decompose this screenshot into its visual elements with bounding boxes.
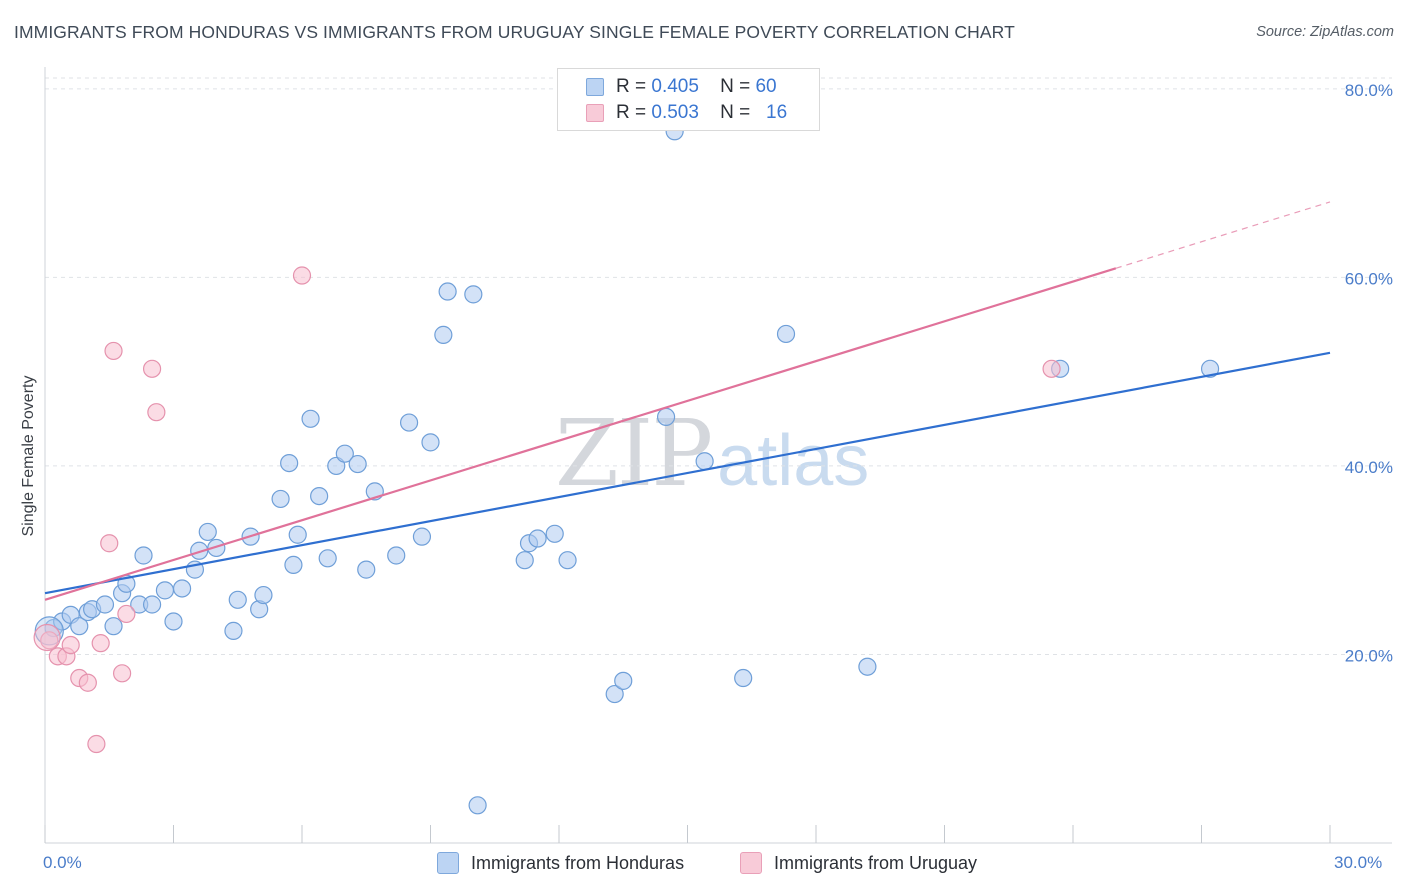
x-tick-label-min: 0.0% (43, 853, 82, 872)
honduras-points (34, 122, 1220, 815)
honduras-point (545, 524, 564, 543)
honduras-point (134, 546, 153, 565)
honduras-point (734, 668, 753, 688)
uruguay-points (33, 266, 1061, 754)
uruguay-point (91, 634, 110, 653)
honduras-point (164, 612, 183, 631)
uruguay-point (112, 664, 132, 683)
axis-layer (44, 67, 1392, 844)
legend-row-uruguay: R = 0.503 N = 16 (586, 101, 787, 125)
honduras-point (468, 796, 487, 815)
honduras-point (288, 525, 307, 544)
uruguay-trend-extension (1115, 201, 1331, 269)
uruguay-point (33, 623, 61, 652)
honduras-point (656, 407, 676, 427)
uruguay-point (142, 359, 162, 378)
uruguay-point (117, 604, 136, 624)
honduras-point (271, 489, 290, 509)
x-tick-label-max: 30.0% (1334, 853, 1383, 872)
honduras-point (310, 486, 329, 506)
honduras-point (70, 617, 89, 636)
y-tick-labels: 20.0% 40.0% 60.0% 80.0% (1345, 81, 1393, 666)
honduras-point (224, 621, 243, 640)
honduras-point (280, 453, 299, 473)
honduras-point (254, 585, 273, 605)
honduras-point (515, 551, 534, 570)
honduras-point (207, 538, 226, 558)
uruguay-swatch (586, 104, 604, 122)
honduras-point (348, 454, 367, 474)
uruguay-point (78, 673, 97, 692)
legend-honduras-r: 0.405 (651, 76, 699, 97)
chart-title: IMMIGRANTS FROM HONDURAS VS IMMIGRANTS F… (14, 22, 1015, 42)
honduras-legend-label: Immigrants from Honduras (471, 852, 685, 873)
honduras-point (421, 433, 440, 452)
honduras-point (387, 546, 406, 565)
y-tick-label: 20.0% (1345, 646, 1393, 665)
honduras-point (318, 549, 337, 568)
honduras-trend-line (44, 351, 1331, 595)
uruguay-point (61, 635, 80, 655)
legend-row-honduras: R = 0.405 N = 60 (586, 75, 777, 99)
uruguay-legend-label: Immigrants from Uruguay (774, 852, 978, 873)
uruguay-point (292, 266, 312, 285)
honduras-point (142, 595, 162, 614)
honduras-point (155, 581, 175, 600)
honduras-point (172, 579, 192, 598)
y-axis-label: Single Female Poverty (20, 375, 37, 537)
honduras-point (399, 413, 419, 432)
legend-n-label: N = (720, 76, 751, 97)
legend-r-label: R = (616, 102, 647, 123)
honduras-point (528, 529, 547, 548)
legend-r-label: R = (616, 76, 647, 97)
honduras-point (412, 527, 432, 546)
legend-n-label: N = (720, 102, 751, 123)
correlation-legend: R = 0.405 N = 60 R = 0.503 N = 16 (557, 68, 820, 131)
uruguay-trend-line (44, 267, 1117, 601)
honduras-point (357, 560, 376, 579)
y-tick-label: 60.0% (1345, 269, 1393, 288)
trend-lines (44, 201, 1331, 601)
uruguay-point (104, 341, 123, 361)
uruguay-point (87, 734, 106, 754)
legend-uruguay-r: 0.503 (651, 102, 699, 123)
honduras-swatch (586, 78, 604, 96)
honduras-point (1200, 359, 1220, 378)
legend-uruguay-n: 16 (766, 102, 788, 123)
honduras-point (434, 325, 453, 344)
uruguay-point (100, 534, 119, 553)
uruguay-point (147, 403, 166, 422)
honduras-point (558, 551, 577, 570)
y-tick-label: 80.0% (1345, 81, 1393, 100)
source-label: Source: ZipAtlas.com (1256, 24, 1394, 40)
honduras-point (776, 324, 796, 344)
honduras-point (104, 617, 123, 636)
honduras-point (228, 590, 247, 609)
honduras-point (695, 452, 714, 471)
legend-honduras-n: 60 (755, 76, 777, 97)
honduras-point (438, 282, 457, 301)
uruguay-point (40, 631, 59, 650)
grid-layer (45, 77, 1392, 655)
honduras-point (605, 684, 624, 704)
series-legend-honduras: Immigrants from Honduras (437, 852, 684, 874)
series-legend-uruguay: Immigrants from Uruguay (740, 852, 977, 874)
series-legend: Immigrants from Honduras Immigrants from… (0, 852, 1406, 876)
honduras-point (464, 285, 483, 304)
honduras-point (284, 555, 303, 575)
uruguay-point (1042, 359, 1061, 378)
uruguay-legend-swatch (740, 852, 762, 874)
honduras-point (335, 444, 354, 463)
honduras-point (198, 522, 217, 542)
honduras-point (614, 671, 633, 690)
honduras-point (301, 409, 320, 428)
honduras-point (858, 657, 877, 676)
honduras-point (95, 595, 115, 614)
honduras-legend-swatch (437, 852, 459, 874)
y-tick-label: 40.0% (1345, 458, 1393, 477)
